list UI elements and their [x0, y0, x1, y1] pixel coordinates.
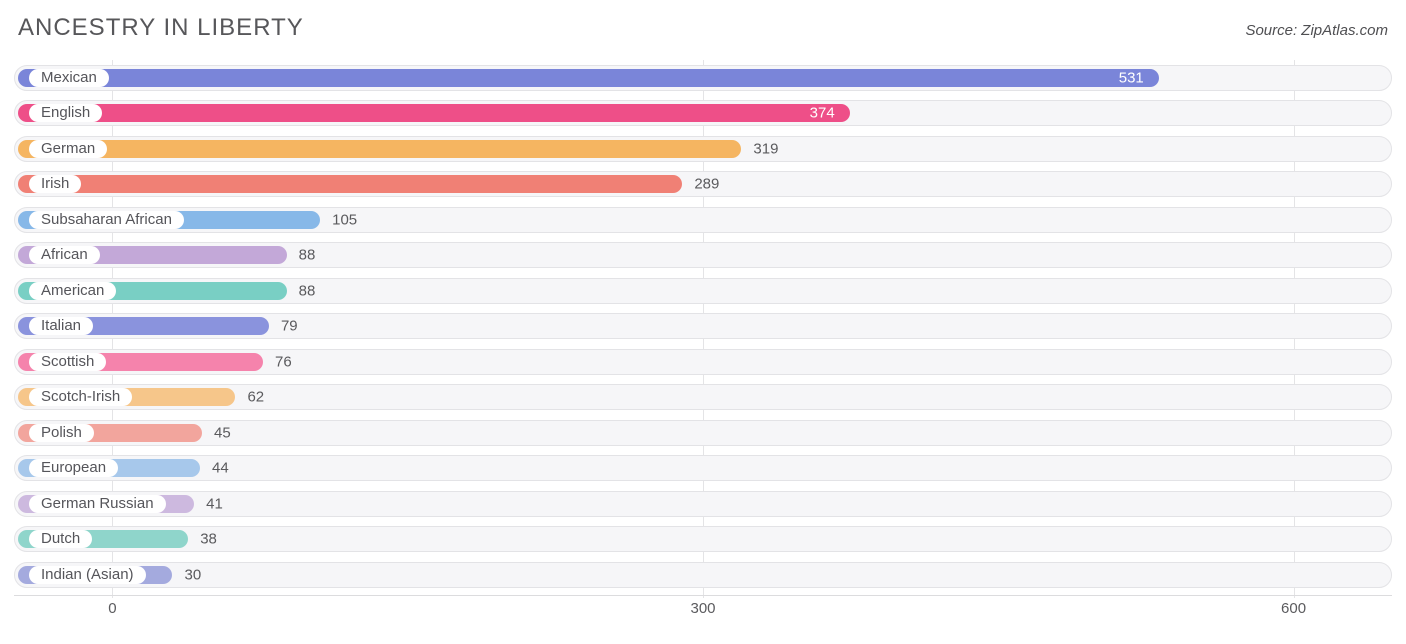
category-pill: Irish [29, 175, 81, 193]
bar-row: Mexican 531 [14, 60, 1392, 96]
chart-header: ANCESTRY IN LIBERTY Source: ZipAtlas.com [14, 14, 1392, 42]
category-pill: European [29, 459, 118, 477]
x-tick: 0 [108, 600, 116, 617]
bar-track: Dutch 38 [14, 526, 1392, 552]
category-pill: Scotch-Irish [29, 388, 132, 406]
bar-row: Scotch-Irish 62 [14, 380, 1392, 416]
bar [18, 175, 682, 193]
value-label: 105 [332, 211, 357, 228]
chart-source: Source: ZipAtlas.com [1245, 22, 1388, 39]
bar [18, 140, 741, 158]
category-pill: German Russian [29, 495, 166, 513]
bar-track: Mexican 531 [14, 65, 1392, 91]
bar-track: Italian 79 [14, 313, 1392, 339]
bar-track: Subsaharan African 105 [14, 207, 1392, 233]
value-label: 30 [184, 566, 201, 583]
bar-row: European 44 [14, 451, 1392, 487]
category-pill: German [29, 140, 107, 158]
category-pill: Italian [29, 317, 93, 335]
x-tick: 600 [1281, 600, 1306, 617]
value-label: 79 [281, 318, 298, 335]
value-label: 41 [206, 495, 223, 512]
ancestry-chart: ANCESTRY IN LIBERTY Source: ZipAtlas.com… [0, 0, 1406, 644]
category-pill: American [29, 282, 116, 300]
value-label: 76 [275, 353, 292, 370]
bar-row: African 88 [14, 238, 1392, 274]
bar-row: Subsaharan African 105 [14, 202, 1392, 238]
category-pill: African [29, 246, 100, 264]
bar-row: German 319 [14, 131, 1392, 167]
bar-track: German 319 [14, 136, 1392, 162]
category-pill: English [29, 104, 102, 122]
chart-rows: Mexican 531 English 374 German 319 Irish 289 Sub… [14, 60, 1392, 593]
bar-row: Scottish 76 [14, 344, 1392, 380]
value-label: 62 [247, 389, 264, 406]
value-label: 45 [214, 424, 231, 441]
bar-track: Indian (Asian) 30 [14, 562, 1392, 588]
bar [18, 104, 850, 122]
value-label: 38 [200, 531, 217, 548]
category-pill: Polish [29, 424, 94, 442]
value-label: 289 [694, 176, 719, 193]
bar-track: African 88 [14, 242, 1392, 268]
bar-row: German Russian 41 [14, 486, 1392, 522]
bar-row: American 88 [14, 273, 1392, 309]
category-pill: Indian (Asian) [29, 566, 146, 584]
bar-track: Scottish 76 [14, 349, 1392, 375]
bar-row: Italian 79 [14, 309, 1392, 345]
chart-plot: Mexican 531 English 374 German 319 Irish 289 Sub… [14, 60, 1392, 620]
category-pill: Mexican [29, 69, 109, 87]
category-pill: Subsaharan African [29, 211, 184, 229]
bar-track: Scotch-Irish 62 [14, 384, 1392, 410]
bar-track: German Russian 41 [14, 491, 1392, 517]
value-label: 44 [212, 460, 229, 477]
bar-row: Indian (Asian) 30 [14, 557, 1392, 593]
category-pill: Dutch [29, 530, 92, 548]
bar-track: Irish 289 [14, 171, 1392, 197]
value-label: 88 [299, 282, 316, 299]
bar-row: Dutch 38 [14, 522, 1392, 558]
value-label: 531 [1119, 69, 1144, 86]
value-label: 374 [810, 105, 835, 122]
value-label: 319 [753, 140, 778, 157]
bar-row: Polish 45 [14, 415, 1392, 451]
x-tick: 300 [690, 600, 715, 617]
bar-track: European 44 [14, 455, 1392, 481]
bar-row: English 374 [14, 96, 1392, 132]
bar [18, 69, 1159, 87]
x-axis: 0 300 600 [14, 595, 1392, 619]
category-pill: Scottish [29, 353, 106, 371]
chart-title: ANCESTRY IN LIBERTY [18, 14, 304, 42]
bar-track: English 374 [14, 100, 1392, 126]
bar-track: Polish 45 [14, 420, 1392, 446]
bar-track: American 88 [14, 278, 1392, 304]
value-label: 88 [299, 247, 316, 264]
bar-row: Irish 289 [14, 167, 1392, 203]
